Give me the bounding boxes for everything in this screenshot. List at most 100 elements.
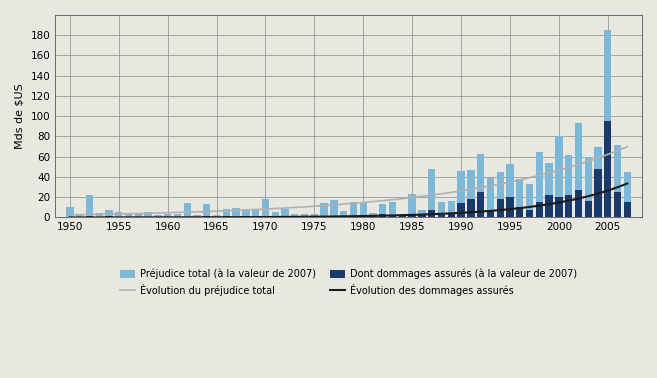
Bar [477, 192, 484, 217]
Bar [497, 199, 504, 217]
Bar [487, 211, 494, 217]
Bar [271, 212, 279, 217]
Line: Évolution du préjudice total: Évolution du préjudice total [70, 147, 627, 215]
Bar [261, 199, 269, 217]
Bar [213, 215, 220, 217]
Bar [76, 214, 83, 217]
Bar [379, 204, 386, 217]
Bar [115, 212, 122, 217]
Bar [595, 169, 602, 217]
Bar [457, 203, 464, 217]
Bar [409, 215, 416, 217]
Bar [291, 214, 298, 217]
Bar [379, 214, 386, 217]
Bar [164, 214, 171, 217]
Bar [330, 200, 338, 217]
Évolution des dommages assurés [623, 181, 631, 186]
Bar [555, 197, 562, 217]
Bar [507, 197, 514, 217]
Évolution des dommages assurés [576, 196, 583, 201]
Évolution des dommages assurés [99, 215, 107, 220]
Bar [359, 202, 367, 217]
Bar [467, 170, 474, 217]
Bar [438, 202, 445, 217]
Bar [604, 30, 612, 217]
Bar [623, 202, 631, 217]
Évolution du préjudice total [170, 210, 177, 215]
Bar [419, 211, 426, 217]
Bar [526, 184, 533, 217]
Bar [428, 169, 436, 217]
Bar [604, 121, 612, 217]
Bar [301, 214, 308, 217]
Évolution des dommages assurés [88, 215, 96, 220]
Bar [565, 195, 572, 217]
Bar [545, 163, 553, 217]
Bar [350, 202, 357, 217]
Bar [95, 214, 103, 217]
Bar [85, 195, 93, 217]
Bar [359, 215, 367, 217]
Bar [311, 214, 318, 217]
Bar [585, 157, 592, 217]
Bar [447, 214, 455, 217]
Bar [105, 211, 112, 217]
Legend: Préjudice total (à la valeur de 2007), Évolution du préjudice total, Dont dommag: Préjudice total (à la valeur de 2007), É… [118, 267, 579, 298]
Bar [203, 204, 210, 217]
Évolution du préjudice total [576, 162, 583, 166]
Bar [575, 123, 582, 217]
Évolution des dommages assurés [170, 215, 177, 220]
Bar [467, 199, 474, 217]
Évolution du préjudice total [66, 212, 74, 217]
Bar [516, 208, 524, 217]
Évolution du préjudice total [88, 212, 96, 217]
Bar [223, 209, 230, 217]
Bar [428, 211, 436, 217]
Bar [321, 203, 328, 217]
Bar [555, 136, 562, 217]
Bar [585, 201, 592, 217]
Bar [389, 215, 396, 217]
Bar [565, 155, 572, 217]
Bar [135, 214, 142, 217]
Bar [516, 179, 524, 217]
Bar [487, 178, 494, 217]
Bar [409, 194, 416, 217]
Line: Évolution des dommages assurés: Évolution des dommages assurés [70, 183, 627, 217]
Bar [369, 214, 376, 217]
Bar [183, 203, 191, 217]
Évolution du préjudice total [623, 144, 631, 149]
Bar [281, 209, 288, 217]
Évolution des dommages assurés [66, 215, 74, 220]
Évolution du préjudice total [99, 212, 107, 217]
Bar [477, 154, 484, 217]
Bar [252, 209, 260, 217]
Y-axis label: Mds de $US: Mds de $US [15, 84, 25, 149]
Évolution des dommages assurés [214, 215, 222, 220]
Bar [614, 145, 622, 217]
Bar [575, 190, 582, 217]
Bar [399, 214, 406, 217]
Bar [419, 215, 426, 217]
Bar [438, 215, 445, 217]
Évolution des dommages assurés [595, 191, 603, 195]
Bar [340, 211, 348, 217]
Bar [66, 208, 74, 217]
Bar [497, 172, 504, 217]
Bar [173, 214, 181, 217]
Bar [457, 171, 464, 217]
Bar [193, 215, 200, 217]
Bar [535, 202, 543, 217]
Bar [507, 164, 514, 217]
Bar [154, 215, 162, 217]
Bar [623, 172, 631, 217]
Bar [595, 147, 602, 217]
Bar [545, 195, 553, 217]
Évolution du préjudice total [595, 155, 603, 160]
Bar [526, 211, 533, 217]
Bar [447, 201, 455, 217]
Bar [614, 192, 622, 217]
Bar [535, 152, 543, 217]
Bar [125, 214, 132, 217]
Bar [242, 211, 250, 217]
